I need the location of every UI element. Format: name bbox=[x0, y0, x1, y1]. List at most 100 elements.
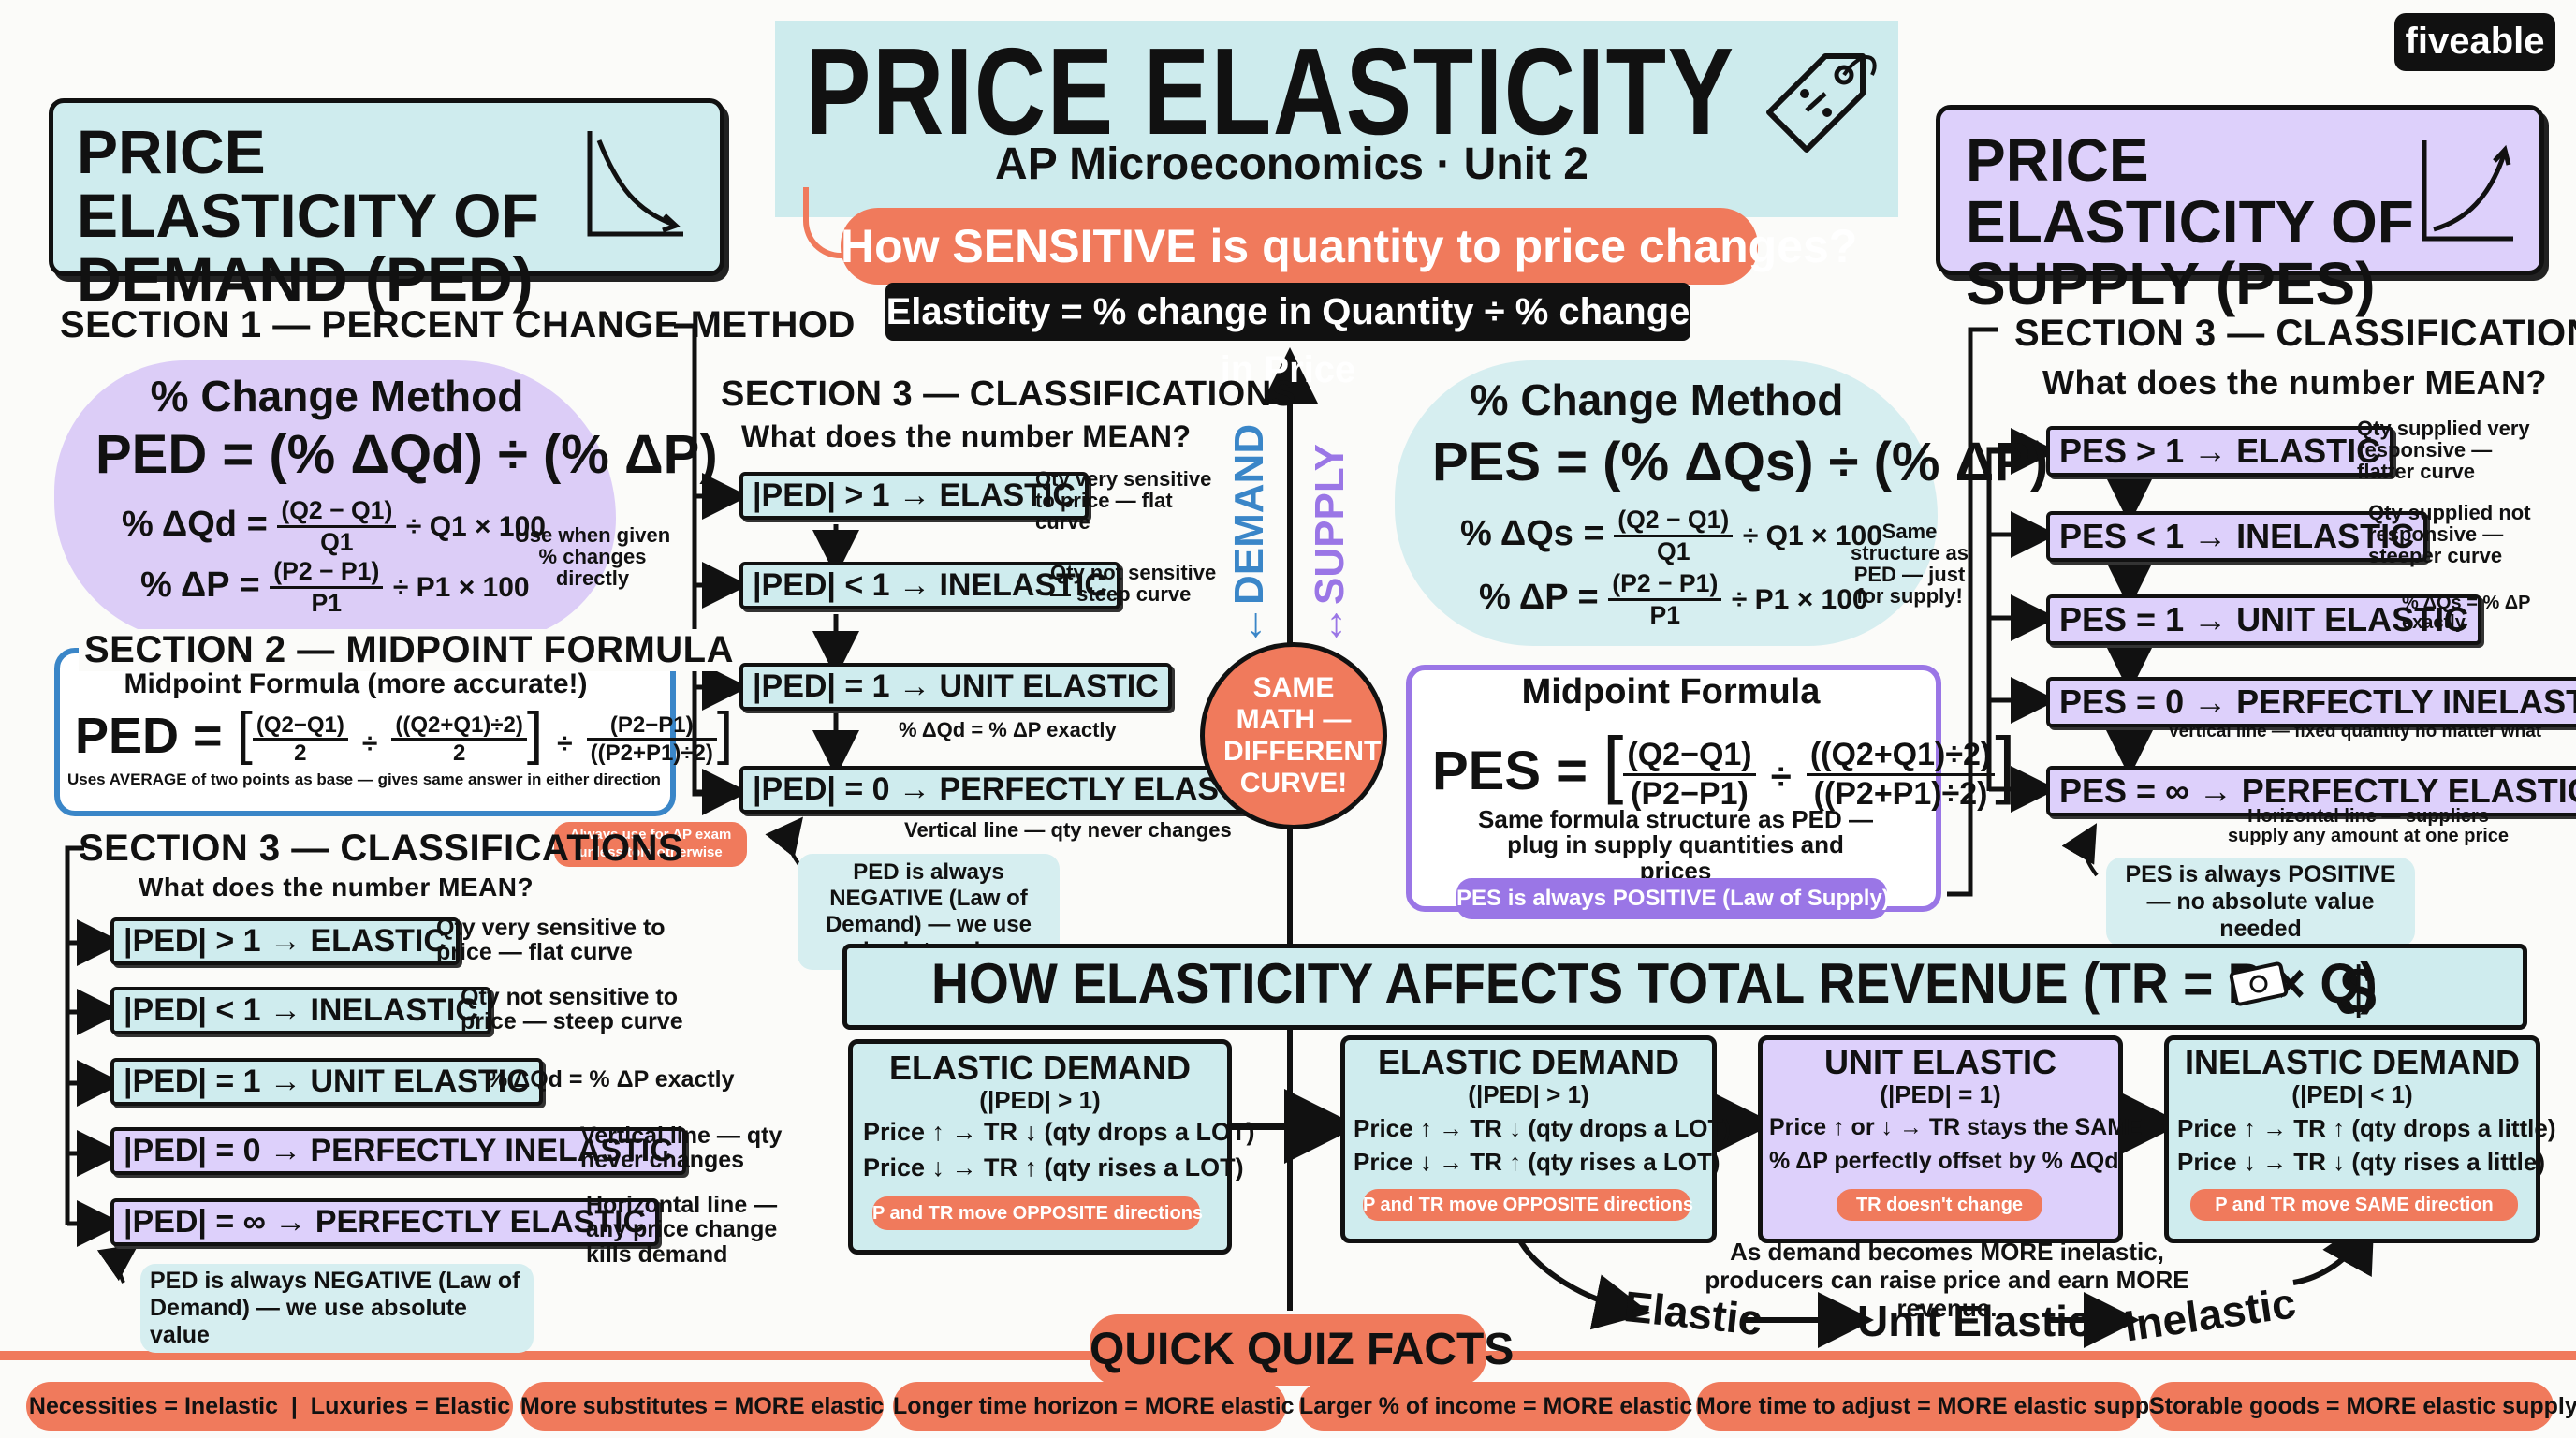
pes-mid-frac2: ((Q2+Q1)÷2) ((P2+P1)÷2) bbox=[1806, 737, 1996, 813]
revenue-card-3-sub: (|PED| = 1) bbox=[1880, 1080, 2001, 1108]
revenue-card-4-line1: Price ↑ → TR ↑ (qty drops a little) bbox=[2177, 1114, 2556, 1142]
pes-mid-n2: ((Q2+Q1)÷2) bbox=[1806, 737, 1996, 777]
flow-unit-elastic: Unit Elastic bbox=[1857, 1297, 2092, 1345]
definition-banner: Elasticity = % change in Quantity ÷ % ch… bbox=[886, 283, 1690, 390]
ped-mid-class-title: SECTION 3 — CLASSIFICATIONS bbox=[721, 374, 1296, 414]
pes-class-4-note: Vertical line — fixed quantity no matter… bbox=[2168, 722, 2542, 741]
ped-mid-class-1-note: Qty very sensitive to price — flat curve bbox=[1035, 467, 1212, 535]
pes-p-formula: % ΔP = (P2 − P1) P1 ÷ P1 × 100 bbox=[1479, 569, 1868, 629]
ped-mid-frac3: (P2−P1) ((P2+P1)÷2) bbox=[586, 712, 717, 767]
ped-qd-den: Q1 bbox=[320, 527, 354, 556]
pes-class-2-note: Qty supplied not responsive — steeper cu… bbox=[2368, 501, 2531, 568]
ped-use-note: Use when given % changes directly bbox=[514, 523, 671, 591]
pes-p-lhs: % ΔP = bbox=[1479, 578, 1599, 618]
revenue-card-1-line1: Price ↑ → TR ↓ (qty drops a LOT) bbox=[863, 1118, 1255, 1146]
ped-title: PRICE ELASTICITY OF DEMAND (PED) bbox=[77, 117, 539, 314]
pes-mid-d2: ((P2+P1)÷2) bbox=[1813, 776, 1988, 813]
ped-left-class-2-note: Qty not sensitive to price — steep curve bbox=[461, 984, 683, 1035]
ped-mid-class-2: |PED| < 1 → INELASTIC bbox=[739, 562, 1120, 609]
pes-midpoint-note: Same formula structure as PED — plug in … bbox=[1478, 805, 1873, 885]
ped-mid-frac1: (Q2−Q1) 2 bbox=[252, 712, 348, 767]
ped-section1-title: SECTION 1 — PERCENT CHANGE METHOD bbox=[60, 304, 856, 345]
pes-mid-frac1: (Q2−Q1) (P2−P1) bbox=[1623, 737, 1756, 813]
ped-qd-num: (Q2 − Q1) bbox=[277, 496, 397, 528]
pes-footnote: PES is always POSITIVE — no absolute val… bbox=[2106, 858, 2415, 946]
ped-midpoint-note: Uses AVERAGE of two points as base — giv… bbox=[67, 770, 661, 788]
pes-mid-lhs: PES = bbox=[1432, 741, 1588, 801]
quiz-fact-6: Storable goods = MORE elastic supply bbox=[2149, 1382, 2576, 1431]
ped-left-footnote: PED is always NEGATIVE (Law of Demand) —… bbox=[140, 1264, 534, 1353]
ped-mid-class-1: |PED| > 1 → ELASTIC bbox=[739, 472, 1089, 520]
quiz-fact-1: Necessities = Inelastic | Luxuries = Ela… bbox=[26, 1382, 513, 1431]
revenue-card-2-line2: Price ↓ → TR ↑ (qty rises a LOT) bbox=[1354, 1148, 1720, 1176]
demand-curve-icon bbox=[580, 122, 693, 243]
ped-method-title: % Change Method bbox=[150, 372, 524, 420]
ped-section2-title: SECTION 2 — MIDPOINT FORMULA bbox=[79, 629, 739, 671]
ped-left-class-question: What does the number MEAN? bbox=[139, 873, 534, 902]
pes-formula: PES = (% ΔQs) ÷ (% ΔP) bbox=[1432, 432, 2049, 492]
ped-mid-class-4-note: Vertical line — qty never changes bbox=[904, 818, 1232, 842]
pes-midpoint-title: Midpoint Formula bbox=[1521, 672, 1821, 712]
pes-same-note: Same structure as PED — just for supply! bbox=[1851, 520, 1969, 609]
revenue-card-3-title: UNIT ELASTIC bbox=[1824, 1043, 2056, 1081]
quiz-fact-5: More time to adjust = MORE elastic suppl… bbox=[1696, 1382, 2169, 1431]
ped-p-fraction: (P2 − P1) P1 bbox=[270, 557, 384, 617]
ped-mid-n1: (Q2−Q1) bbox=[252, 712, 348, 741]
ped-left-class-1-note: Qty very sensitive to price — flat curve bbox=[436, 915, 666, 966]
ped-left-class-4-note: Vertical line — qty never changes bbox=[580, 1123, 783, 1174]
pes-qs-formula: % ΔQs = (Q2 − Q1) Q1 ÷ Q1 × 100 bbox=[1460, 506, 1882, 565]
revenue-card-3-tag: TR doesn't change bbox=[1837, 1189, 2042, 1221]
pes-class-question: What does the number MEAN? bbox=[2042, 363, 2548, 402]
revenue-card-1-tag: P and TR move OPPOSITE directions bbox=[872, 1196, 1203, 1230]
pes-qs-num: (Q2 − Q1) bbox=[1614, 506, 1734, 537]
ped-midpoint-title: Midpoint Formula (more accurate!) bbox=[124, 668, 588, 699]
ped-title-box bbox=[49, 98, 724, 276]
ped-left-class-5: |PED| = ∞ → PERFECTLY ELASTIC bbox=[110, 1198, 660, 1246]
revenue-card-4-title: INELASTIC DEMAND bbox=[2185, 1043, 2520, 1081]
ped-left-class-2: |PED| < 1 → INELASTIC bbox=[110, 987, 491, 1034]
pes-qs-lhs: % ΔQs = bbox=[1460, 514, 1604, 554]
brand-logo: fiveable bbox=[2394, 13, 2555, 71]
ped-left-class-4: |PED| = 0 → PERFECTLY INELASTIC bbox=[110, 1127, 686, 1175]
question-banner: How SENSITIVE is quantity to price chang… bbox=[841, 208, 1857, 285]
revenue-card-1-title: ELASTIC DEMAND bbox=[889, 1049, 1191, 1087]
page-title: PRICE ELASTICITY bbox=[805, 22, 1735, 160]
pes-class-1: PES > 1 → ELASTIC bbox=[2046, 426, 2394, 477]
ped-left-class-3: |PED| = 1 → UNIT ELASTIC bbox=[110, 1058, 543, 1106]
ped-mid-d1: 2 bbox=[294, 741, 307, 767]
ped-mid-class-question: What does the number MEAN? bbox=[741, 419, 1192, 453]
ped-formula: PED = (% ΔQd) ÷ (% ΔP) bbox=[95, 424, 718, 485]
same-math-circle: SAME MATH — DIFFERENT CURVE! bbox=[1200, 642, 1387, 829]
dollar-sign: $ bbox=[2340, 954, 2377, 1027]
money-icon bbox=[2228, 957, 2293, 1013]
price-tag-icon bbox=[1750, 37, 1891, 178]
ped-p-den: P1 bbox=[311, 588, 343, 617]
revenue-title: HOW ELASTICITY AFFECTS TOTAL REVENUE (TR… bbox=[931, 952, 2378, 1015]
ped-p-lhs: % ΔP = bbox=[140, 565, 260, 606]
pes-qs-den: Q1 bbox=[1657, 536, 1690, 565]
ped-mid-n2: ((Q2+Q1)÷2) bbox=[391, 712, 527, 741]
revenue-card-3-line2: % ΔP perfectly offset by % ΔQd bbox=[1769, 1148, 2119, 1174]
pes-class-5: PES = ∞ → PERFECTLY ELASTIC bbox=[2046, 766, 2576, 816]
ped-mid-n3: (P2−P1) bbox=[586, 712, 717, 741]
ped-mid-d3: ((P2+P1)÷2) bbox=[590, 741, 713, 767]
pes-positive-tag: PES is always POSITIVE (Law of Supply) bbox=[1456, 878, 1890, 919]
pes-midpoint-formula: PES = [(Q2−Q1) (P2−P1) ÷ ((Q2+Q1)÷2) ((P2+… bbox=[1432, 722, 2016, 813]
ped-mid-d2: 2 bbox=[452, 741, 466, 767]
revenue-card-3-line1: Price ↑ or ↓ → TR stays the SAME bbox=[1769, 1114, 2143, 1140]
ped-p-rhs: ÷ P1 × 100 bbox=[392, 572, 530, 604]
pes-p-fraction: (P2 − P1) P1 bbox=[1608, 569, 1722, 629]
pes-class-title: SECTION 3 — CLASSIFICATIONS bbox=[2014, 313, 2576, 354]
revenue-card-2-title: ELASTIC DEMAND bbox=[1378, 1043, 1679, 1081]
ped-method-blob bbox=[54, 360, 616, 641]
ped-midpoint-box bbox=[54, 648, 676, 816]
revenue-card-2-line1: Price ↑ → TR ↓ (qty drops a LOT) bbox=[1354, 1114, 1732, 1142]
pes-midpoint-box bbox=[1406, 665, 1941, 912]
quiz-fact-3: Longer time horizon = MORE elastic bbox=[893, 1382, 1295, 1431]
revenue-card-2-sub: (|PED| > 1) bbox=[1468, 1080, 1589, 1108]
supply-axis-label: ↔SUPPLY bbox=[1307, 443, 1353, 646]
quiz-fact-4: Larger % of income = MORE elastic bbox=[1299, 1382, 1692, 1431]
pes-mid-n1: (Q2−Q1) bbox=[1623, 737, 1756, 777]
ped-mid-class-2-note: Qty not sensitive — steep curve bbox=[1050, 561, 1217, 607]
pes-class-1-note: Qty supplied very responsive — flatter c… bbox=[2357, 417, 2530, 484]
